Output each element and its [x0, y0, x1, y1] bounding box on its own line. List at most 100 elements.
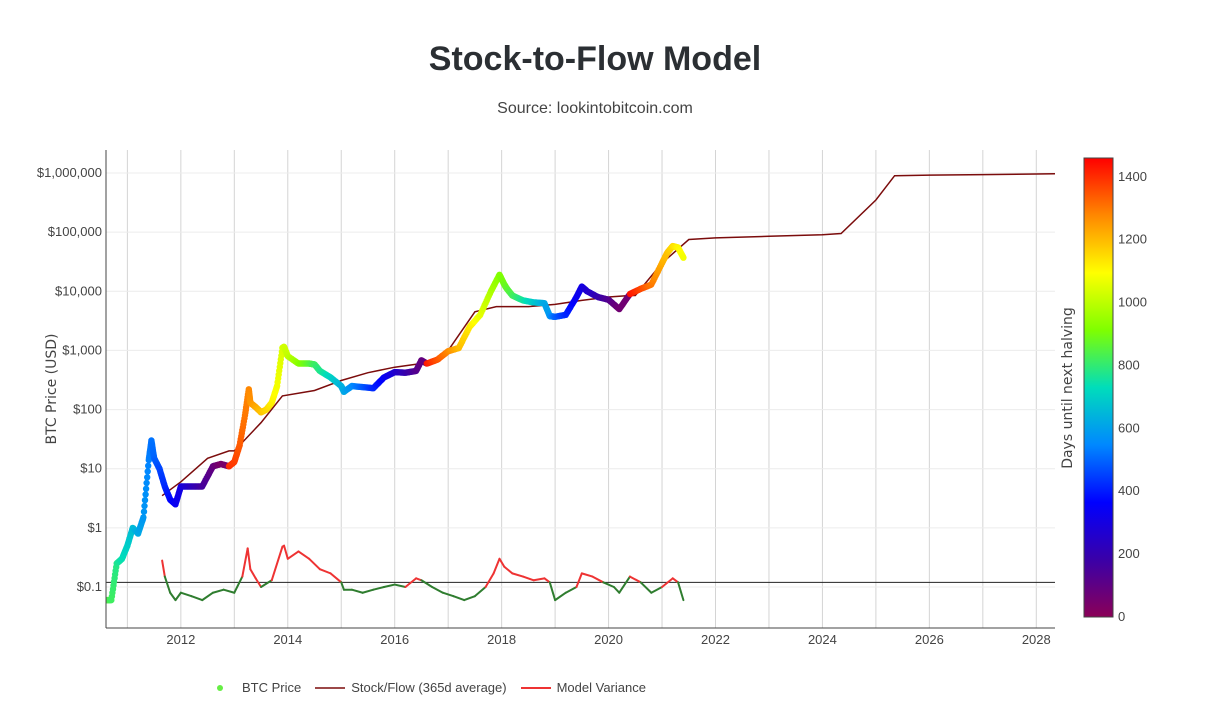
model-variance-segment: [548, 581, 557, 602]
axes: [105, 150, 1055, 629]
btc-price-point: [680, 254, 687, 261]
btc-price-point: [140, 514, 147, 521]
x-tick-label: 2026: [915, 632, 944, 647]
model-variance-segment: [260, 579, 273, 588]
model-variance-segment: [318, 568, 332, 575]
legend-marker-icon: [217, 684, 223, 691]
y-tick-label: $10: [80, 461, 102, 476]
x-tick-label: 2020: [594, 632, 623, 647]
model-variance-segment: [211, 588, 225, 594]
model-variance-segment: [473, 586, 487, 598]
x-tick-label: 2014: [273, 632, 302, 647]
model-variance-segment: [618, 575, 631, 594]
btc-price-point: [140, 508, 148, 515]
legend-item-btc-price[interactable]: BTC Price: [212, 680, 301, 695]
model-variance-segment: [297, 550, 311, 560]
model-variance-segment: [543, 577, 551, 584]
model-variance-segment: [452, 595, 466, 602]
legend-item-model-variance[interactable]: Model Variance: [520, 680, 646, 695]
model-variance-segment: [246, 547, 252, 571]
model-variance-segment: [591, 575, 605, 584]
model-variance-segment: [340, 581, 345, 591]
legend-line-icon: [315, 686, 346, 689]
btc-price-point: [142, 491, 149, 498]
x-tick-label: 2016: [380, 632, 409, 647]
btc-price-point: [145, 462, 152, 469]
y-tick-label: $100: [73, 402, 102, 417]
model-variance-segment: [222, 588, 236, 594]
model-variance-segment: [372, 586, 386, 591]
model-variance-segment: [602, 581, 615, 588]
model-variance-segment: [174, 591, 182, 602]
model-variance-segment: [283, 544, 289, 560]
btc-price-point: [141, 497, 149, 504]
model-variance-series: [161, 544, 685, 602]
model-variance-segment: [431, 586, 444, 594]
model-variance-segment: [393, 583, 407, 588]
legend-label: Model Variance: [556, 680, 646, 695]
colorbar-tick-label: 1400: [1118, 169, 1147, 184]
model-variance-segment: [580, 572, 594, 578]
btc-price-series: [106, 242, 687, 604]
model-variance-segment: [671, 577, 680, 584]
colorbar-tick-label: 0: [1118, 609, 1125, 624]
model-variance-segment: [492, 557, 501, 575]
colorbar: 0 200 400 600 800 1000 1200 1400: [1083, 157, 1147, 624]
model-variance-segment: [169, 591, 177, 602]
model-variance-segment: [404, 577, 418, 588]
gridlines: [106, 150, 1055, 628]
legend-label: BTC Price: [242, 680, 302, 695]
colorbar-title: Days until next halving: [1060, 307, 1076, 469]
colorbar-tick-label: 600: [1118, 420, 1140, 435]
model-variance-segment: [511, 572, 525, 578]
x-tick-label: 2022: [701, 632, 730, 647]
model-variance-segment: [233, 575, 244, 594]
y-axis-title: BTC Price (USD): [44, 333, 60, 444]
model-variance-segment: [420, 579, 434, 588]
colorbar-tick-label: 1200: [1118, 232, 1147, 247]
chart-title: Stock-to-Flow Model: [428, 40, 762, 78]
model-variance-segment: [554, 591, 567, 602]
btc-price-point: [143, 479, 150, 487]
y-tick-label: $1: [88, 520, 102, 535]
colorbar-tick-label: 800: [1118, 357, 1140, 372]
model-variance-segment: [361, 588, 375, 594]
x-axis-ticks: 2012 2014 2016 2018 2020 2022 2024 2026 2028: [166, 632, 1050, 647]
btc-price-point: [141, 502, 148, 510]
y-tick-label: $1,000: [62, 342, 102, 357]
colorbar-tick-label: 1000: [1118, 295, 1147, 310]
legend-item-stock-flow[interactable]: Stock/Flow (365d average): [315, 680, 507, 695]
colorbar-tick-label: 400: [1118, 483, 1140, 498]
model-variance-segment: [161, 559, 166, 578]
x-tick-label: 2024: [808, 632, 837, 647]
model-variance-segment: [350, 588, 364, 594]
model-variance-segment: [532, 577, 546, 582]
x-tick-label: 2012: [166, 632, 195, 647]
model-variance-segment: [522, 575, 535, 582]
y-tick-label: $0.1: [77, 579, 102, 594]
model-variance-segment: [463, 595, 476, 602]
model-variance-segment: [441, 591, 455, 598]
btc-price-point: [144, 468, 151, 475]
model-variance-segment: [163, 575, 172, 594]
model-variance-segment: [179, 591, 193, 598]
model-variance-segment: [484, 572, 495, 588]
y-tick-label: $10,000: [55, 283, 102, 298]
chart-subtitle: Source: lookintobitcoin.com: [497, 100, 693, 117]
model-variance-segment: [564, 586, 578, 594]
model-variance-segment: [575, 572, 583, 588]
legend: BTC Price Stock/Flow (365d average) Mode…: [212, 680, 660, 695]
model-variance-segment: [201, 591, 214, 602]
model-variance-segment: [503, 565, 514, 575]
x-tick-label: 2028: [1022, 632, 1051, 647]
btc-price-point: [142, 485, 150, 492]
model-variance-segment: [677, 581, 685, 602]
legend-label: Stock/Flow (365d average): [351, 680, 507, 695]
model-variance-segment: [650, 586, 664, 594]
model-variance-segment: [628, 575, 642, 584]
model-variance-segment: [286, 550, 300, 560]
model-variance-segment: [190, 595, 204, 602]
colorbar-tick-label: 200: [1118, 546, 1140, 561]
model-variance-segment: [661, 577, 674, 588]
